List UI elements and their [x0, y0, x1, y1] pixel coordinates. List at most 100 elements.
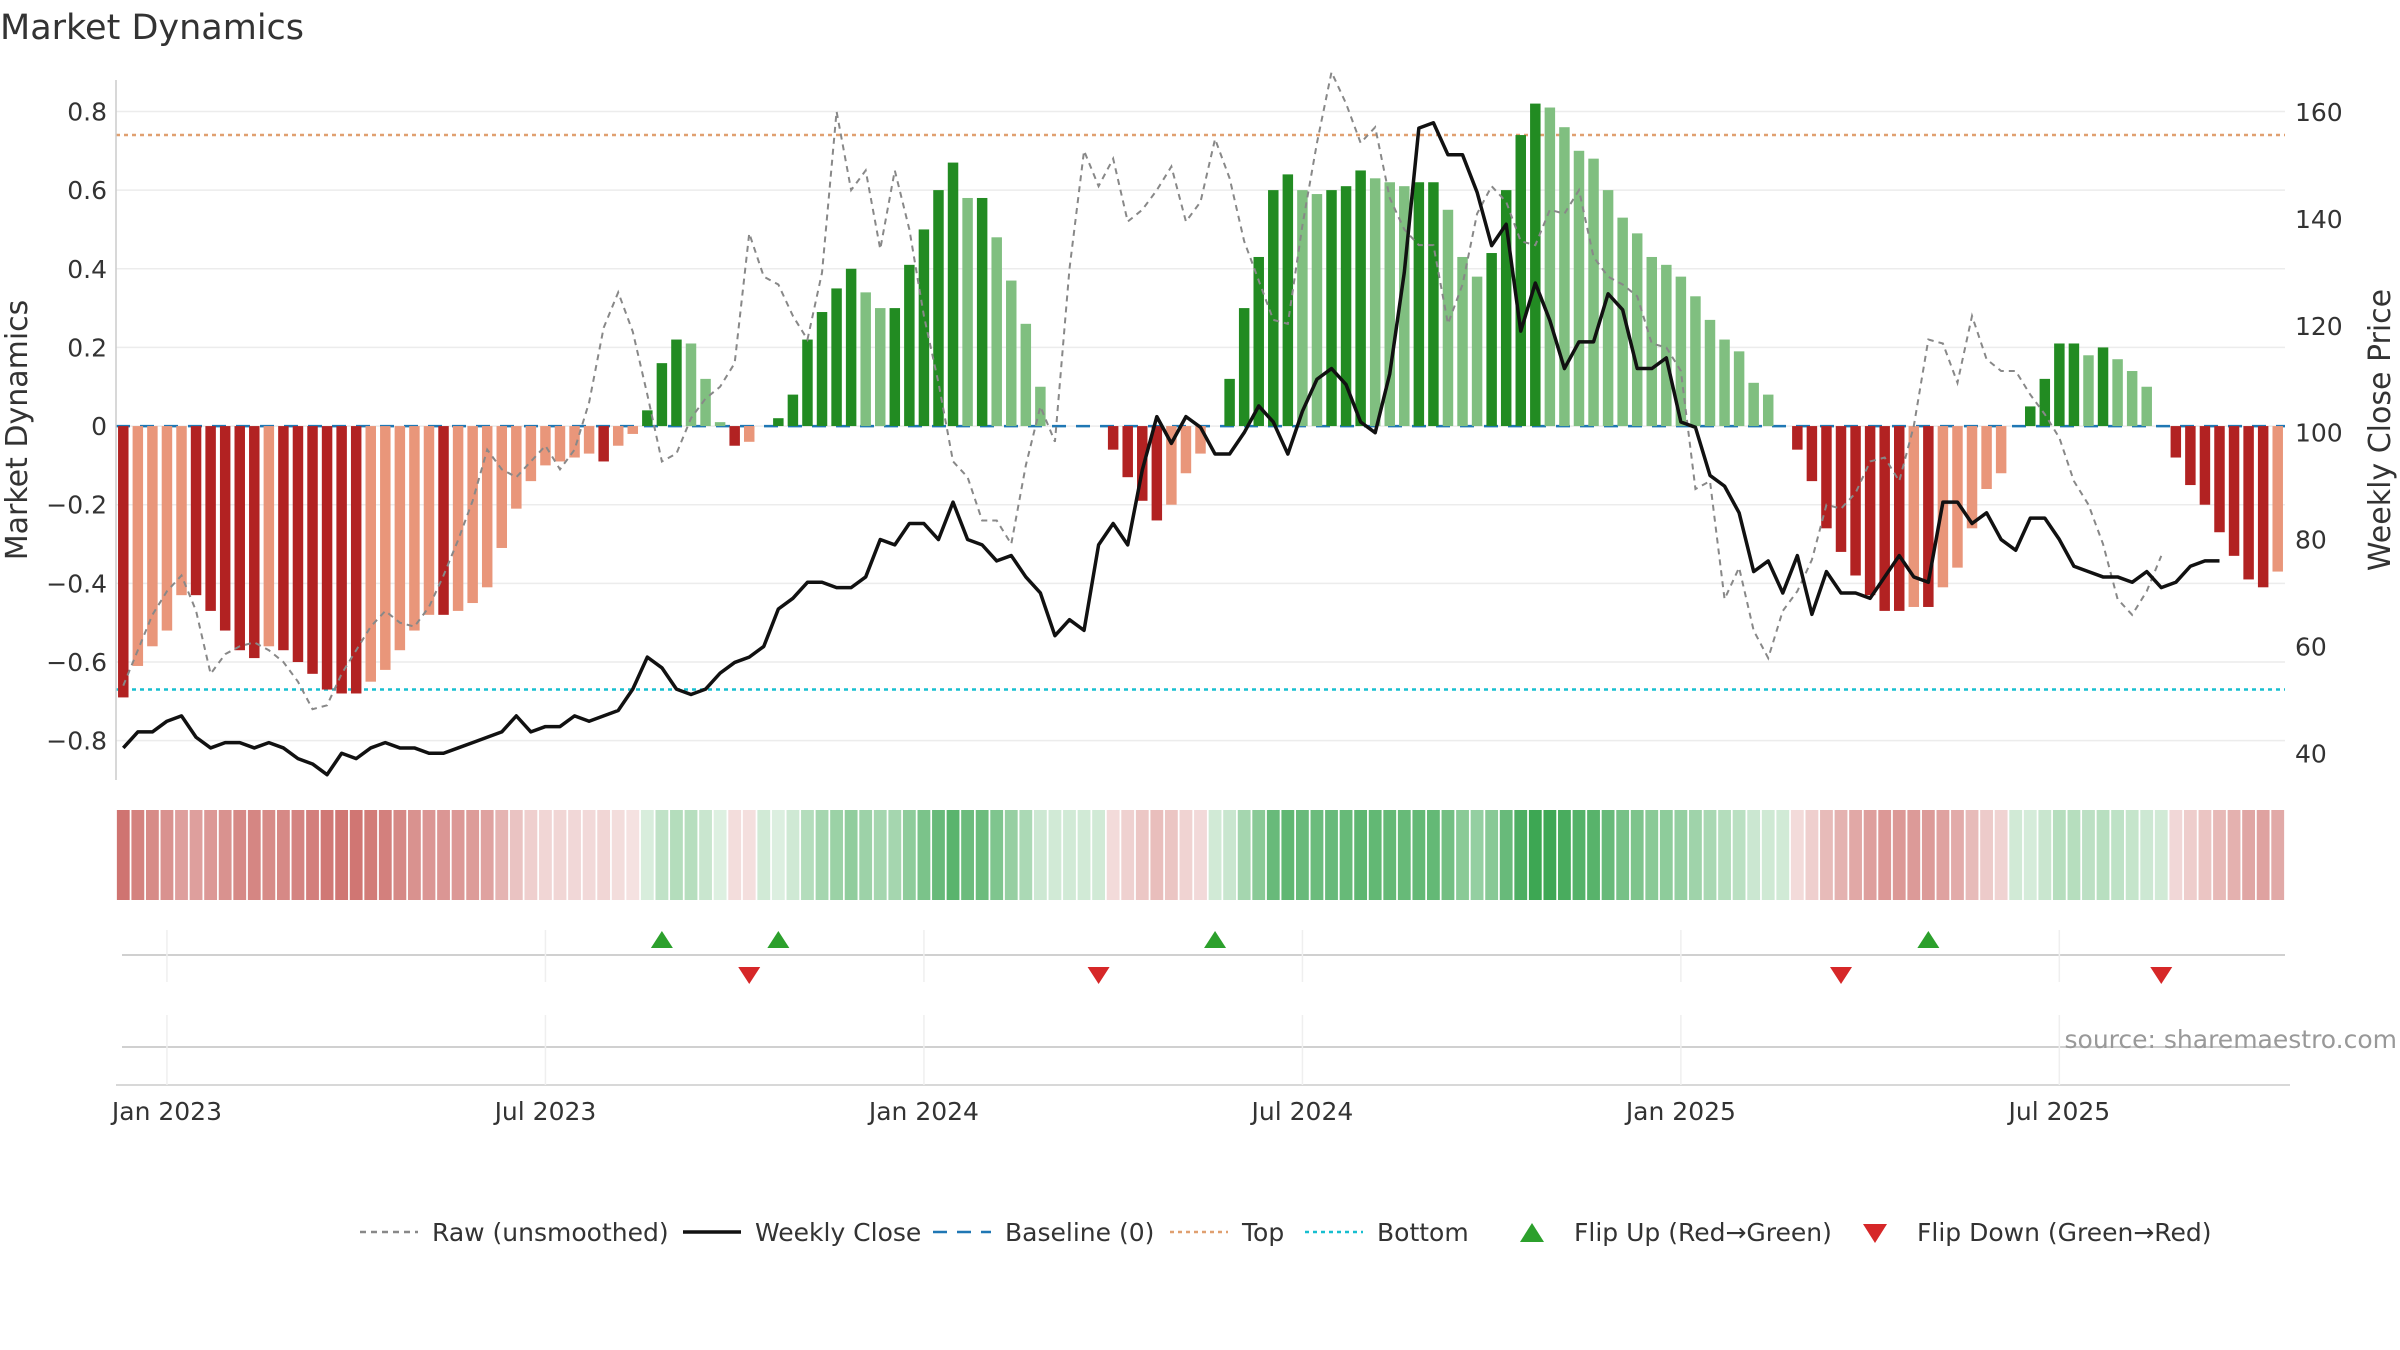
dynamics-bar	[1035, 386, 1046, 427]
strip-cell	[1863, 810, 1877, 900]
dynamics-bar	[2112, 359, 2123, 427]
dynamics-bar	[729, 426, 740, 446]
dynamics-bar	[1908, 426, 1920, 607]
strip-cell	[1601, 810, 1615, 900]
strip-cell	[539, 810, 552, 900]
dynamics-bar	[2257, 426, 2269, 588]
strip-cell	[859, 810, 873, 900]
dynamics-bar	[205, 426, 216, 611]
strip-cell	[218, 810, 232, 900]
strip-cell	[378, 810, 392, 900]
dynamics-bar	[1952, 426, 1963, 568]
dynamics-bar	[350, 426, 362, 694]
dynamics-bar	[1981, 426, 1992, 489]
strip-cell	[582, 810, 596, 900]
dynamics-bar	[1282, 174, 1294, 427]
strip-cell	[873, 810, 887, 900]
strip-cell	[1339, 810, 1353, 900]
dynamics-bar	[714, 422, 726, 427]
dynamics-bar	[1195, 426, 1206, 454]
legend-item: Flip Up (Red→Green)	[1520, 1218, 1832, 1247]
strip-cell	[568, 810, 581, 900]
dynamics-bar	[1399, 186, 1410, 427]
strip-cell	[1587, 810, 1600, 900]
strip-cell	[888, 810, 902, 900]
strip-cell	[524, 810, 538, 900]
right-tick-label: 60	[2295, 632, 2327, 661]
strip-cell	[145, 810, 159, 900]
dynamics-bar	[1762, 394, 1774, 427]
strip-cell	[975, 810, 989, 900]
strip-cell	[2023, 810, 2037, 900]
dynamics-bar	[1675, 276, 1687, 427]
strip-cell	[902, 810, 916, 900]
strip-cell	[1558, 810, 1571, 900]
strip-cell	[815, 810, 829, 900]
strip-cell	[422, 810, 436, 900]
strip-cell	[2256, 810, 2270, 900]
strip-cell	[1834, 810, 1848, 900]
legend-label: Raw (unsmoothed)	[432, 1218, 669, 1247]
strip-cell	[495, 810, 509, 900]
strip-cell	[2154, 810, 2168, 900]
strip-cell	[1659, 810, 1673, 900]
dynamics-bar	[147, 426, 158, 647]
dynamics-bar	[2083, 355, 2094, 427]
strip-cell	[1354, 810, 1368, 900]
strip-cell	[262, 810, 276, 900]
strip-cell	[1048, 810, 1062, 900]
dynamics-bar	[1020, 323, 1032, 427]
left-tick-label: −0.6	[46, 648, 107, 677]
legend-item: Flip Down (Green→Red)	[1863, 1218, 2212, 1247]
left-tick-label: 0.2	[67, 333, 107, 362]
dynamics-bar	[642, 410, 653, 427]
dynamics-bar	[263, 426, 275, 647]
dynamics-bar	[365, 426, 376, 682]
left-tick-label: −0.4	[46, 569, 107, 598]
dynamics-bar	[496, 426, 508, 548]
strip-cell	[189, 810, 203, 900]
dynamics-bar	[1530, 103, 1541, 427]
strip-cell	[335, 810, 349, 900]
strip-cell	[1849, 810, 1862, 900]
dynamics-bar	[511, 426, 522, 509]
dynamics-bar	[773, 418, 784, 427]
dynamics-bar	[2097, 347, 2109, 427]
dynamics-bar	[118, 426, 129, 698]
dynamics-bar	[1122, 426, 1133, 478]
right-tick-label: 160	[2295, 98, 2343, 127]
strip-cell	[946, 810, 960, 900]
dynamics-bar	[802, 339, 813, 427]
dynamics-bar	[1486, 253, 1497, 427]
strip-cell	[1499, 810, 1513, 900]
strip-cell	[1456, 810, 1469, 900]
weekly-close-series	[121, 120, 2220, 777]
strip-cell	[1033, 810, 1047, 900]
left-axis-label: Market Dynamics	[0, 300, 35, 561]
dynamics-bar	[2243, 426, 2254, 580]
bottom-panel	[116, 1015, 2290, 1086]
strip-cell	[1936, 810, 1950, 900]
dynamics-bar	[947, 162, 959, 427]
strip-cell	[1892, 810, 1906, 900]
dynamics-bar	[2126, 371, 2138, 427]
dynamics-bar	[292, 426, 304, 663]
strip-cell	[1325, 810, 1338, 900]
regime-strip	[116, 810, 2285, 900]
strip-cell	[233, 810, 247, 900]
dynamics-bar	[1588, 158, 1599, 427]
strip-cell	[2242, 810, 2256, 900]
strip-cell	[1805, 810, 1819, 900]
strip-cell	[247, 810, 261, 900]
dynamics-bar	[1471, 276, 1483, 427]
dynamics-bar	[569, 426, 580, 458]
dynamics-bar	[380, 426, 391, 670]
strip-cell	[1747, 810, 1761, 900]
strip-cell	[1907, 810, 1921, 900]
dynamics-bar	[2068, 343, 2080, 427]
strip-cell	[597, 810, 611, 900]
right-axis-ticks: 40 60 80 100 120 140 160	[2295, 98, 2343, 768]
dynamics-bar	[2025, 406, 2036, 427]
strip-cell	[1528, 810, 1542, 900]
strip-cell	[1616, 810, 1630, 900]
